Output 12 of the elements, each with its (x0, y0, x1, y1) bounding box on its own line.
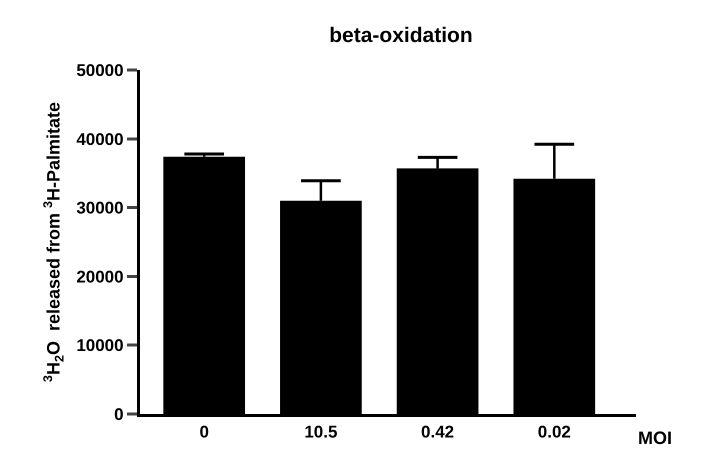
y-tick-label: 30000 (76, 198, 124, 218)
y-tick-label: 40000 (76, 130, 124, 149)
chart-title: beta-oxidation (329, 24, 473, 48)
x-tick-label: 0.02 (538, 422, 571, 442)
x-tick-label: 0 (199, 422, 209, 442)
x-tick-label: 10.5 (304, 422, 338, 442)
y-tick-label: 50000 (76, 60, 124, 80)
x-axis-title: MOI (638, 428, 672, 448)
y-tick-label: 20000 (76, 267, 124, 286)
y-tick-label: 10000 (76, 336, 124, 356)
x-tick-label: 0.42 (421, 422, 454, 442)
y-tick-label: 0 (114, 404, 124, 424)
